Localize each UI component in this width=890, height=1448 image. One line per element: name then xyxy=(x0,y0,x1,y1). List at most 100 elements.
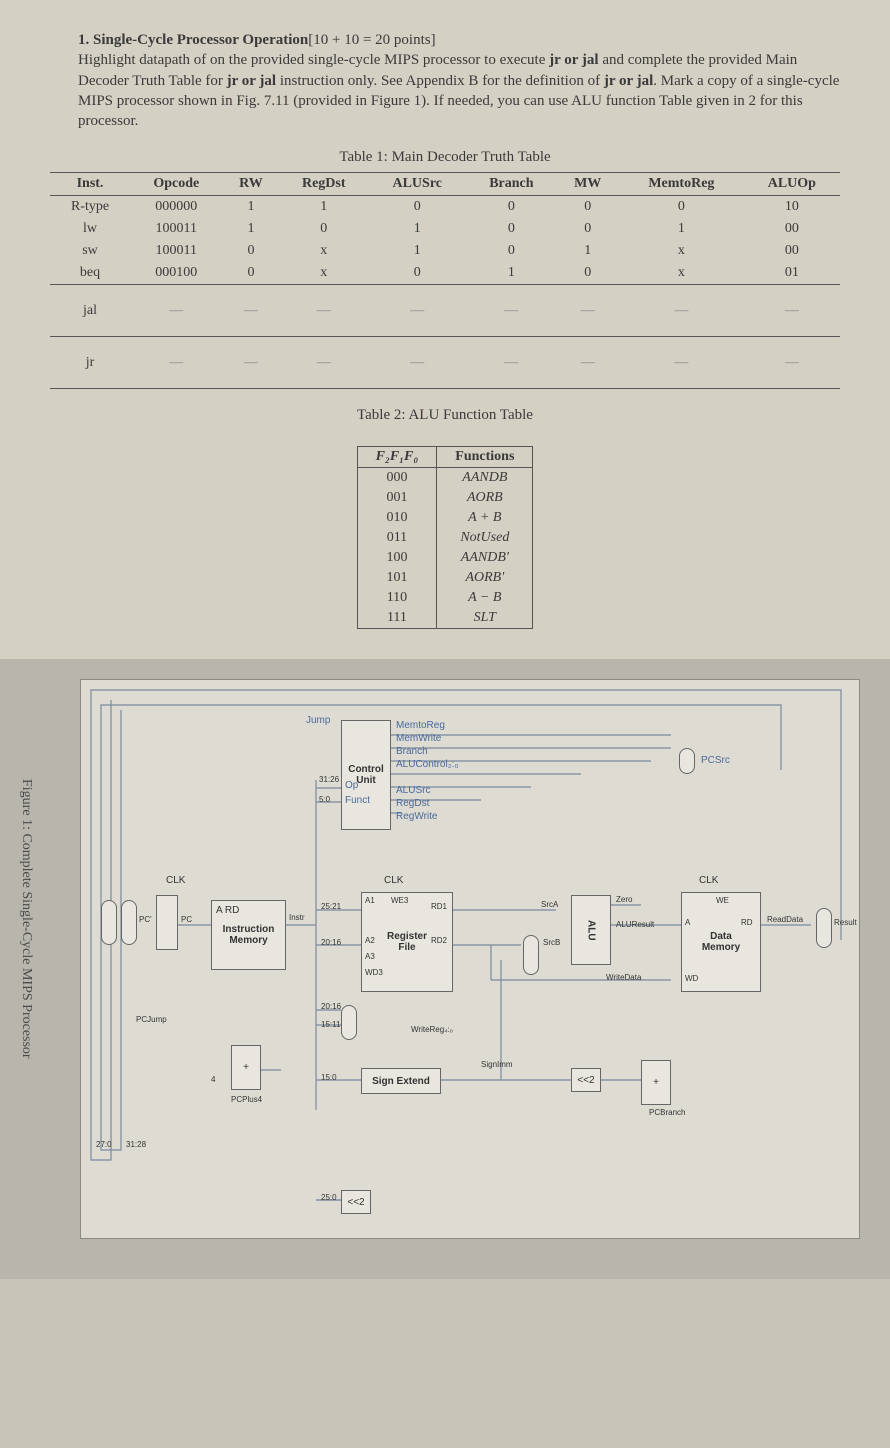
memtoreg-label: MemtoReg xyxy=(396,720,445,731)
table-cell: 100011 xyxy=(130,240,222,262)
wd3-label: WD3 xyxy=(365,968,383,977)
bits-label: 31:26 xyxy=(319,775,339,784)
table-cell: 0 xyxy=(279,218,368,240)
we-label: WE xyxy=(716,896,729,905)
regdst-label: RegDst xyxy=(396,798,429,809)
table-cell: — xyxy=(368,285,466,337)
figure-caption: Figure 1: Complete Single-Cycle MIPS Pro… xyxy=(18,779,34,1059)
bits-label: 27:0 xyxy=(96,1140,112,1149)
table-row: 110A − B xyxy=(357,588,533,608)
a-label: A xyxy=(685,918,690,927)
table-cell: — xyxy=(279,285,368,337)
table-cell: 00 xyxy=(744,218,840,240)
table-cell: 1 xyxy=(619,218,744,240)
memwrite-label: MemWrite xyxy=(396,733,441,744)
table-cell: jr xyxy=(50,337,130,389)
table-cell: — xyxy=(744,337,840,389)
mips-diagram: Control Unit Jump MemtoReg MemWrite Bran… xyxy=(80,679,860,1239)
pcplus4-adder: + xyxy=(231,1045,261,1090)
srca-label: SrcA xyxy=(541,900,558,909)
shift-left-block: <<2 xyxy=(571,1068,601,1092)
table-row: 111SLT xyxy=(357,608,533,629)
question-page: 1. Single-Cycle Processor Operation[10 +… xyxy=(0,0,890,659)
pcprime-label: PC' xyxy=(139,915,152,924)
readdata-label: ReadData xyxy=(767,915,803,924)
table-row: lw10001110100100 xyxy=(50,218,840,240)
table-cell: 01 xyxy=(744,262,840,285)
table-row: 000AANDB xyxy=(357,468,533,489)
text-bold: jr or jal xyxy=(604,73,653,89)
a3-label: A3 xyxy=(365,952,375,961)
result-mux xyxy=(816,908,832,948)
table-cell: x xyxy=(279,262,368,285)
we3-label: WE3 xyxy=(391,896,408,905)
instruction-memory-block: A RD Instruction Memory xyxy=(211,900,286,970)
table-row: 011NotUsed xyxy=(357,528,533,548)
pcsrc-and xyxy=(679,748,695,774)
col-header: Branch xyxy=(466,173,556,196)
table-cell: 1 xyxy=(466,262,556,285)
table-cell: 0 xyxy=(223,240,280,262)
table-cell: 0 xyxy=(223,262,280,285)
table-row-blank: jr———————— xyxy=(50,337,840,389)
table-cell: 0 xyxy=(466,240,556,262)
writedata-label: WriteData xyxy=(606,973,641,982)
table-cell: 10 xyxy=(744,196,840,219)
table-cell: 0 xyxy=(619,196,744,219)
bits-label: 25:0 xyxy=(321,1193,337,1202)
aluresult-label: ALUResult xyxy=(616,920,654,929)
four-label: 4 xyxy=(211,1075,215,1084)
table-cell: — xyxy=(279,337,368,389)
rd2-label: RD2 xyxy=(431,936,447,945)
table1-caption: Table 1: Main Decoder Truth Table xyxy=(50,149,840,166)
table-cell: 00 xyxy=(744,240,840,262)
table-cell: x xyxy=(279,240,368,262)
table-cell: 0 xyxy=(556,218,619,240)
table-row: 101AORB' xyxy=(357,568,533,588)
col-header: ALUOp xyxy=(744,173,840,196)
srcb-label: SrcB xyxy=(543,938,560,947)
alucontrol-label: ALUControl₂:₀ xyxy=(396,759,459,770)
table-cell: 111 xyxy=(357,608,437,629)
table-cell: AORB' xyxy=(437,568,533,588)
bits-label: 20:16 xyxy=(321,938,341,947)
rd-label: RD xyxy=(741,918,753,927)
rd1-label: RD1 xyxy=(431,902,447,911)
alusrc-label: ALUSrc xyxy=(396,785,430,796)
col-header: RW xyxy=(223,173,280,196)
pcbranch-adder: + xyxy=(641,1060,671,1105)
table-cell: — xyxy=(130,285,222,337)
table-cell: — xyxy=(744,285,840,337)
table-cell: 100011 xyxy=(130,218,222,240)
question-header: 1. Single-Cycle Processor Operation[10 +… xyxy=(78,30,840,50)
writereg-label: WriteReg₄:₀ xyxy=(411,1025,453,1034)
table-row: 001AORB xyxy=(357,488,533,508)
text: instruction only. See Appendix B for the… xyxy=(276,73,604,89)
table-cell: 110 xyxy=(357,588,437,608)
table-cell: NotUsed xyxy=(437,528,533,548)
table-cell: A − B xyxy=(437,588,533,608)
a1-label: A1 xyxy=(365,896,375,905)
col-header: MemtoReg xyxy=(619,173,744,196)
table2-caption: Table 2: ALU Function Table xyxy=(50,407,840,424)
control-unit-block: Control Unit xyxy=(341,720,391,830)
table-cell: AORB xyxy=(437,488,533,508)
table-cell: x xyxy=(619,240,744,262)
table-cell: 0 xyxy=(466,196,556,219)
bits-label: 31:28 xyxy=(126,1140,146,1149)
clk-label: CLK xyxy=(384,875,403,886)
funct-label: Funct xyxy=(345,795,370,806)
text-bold: jr or jal xyxy=(549,52,598,68)
text-bold: jr or jal xyxy=(227,73,276,89)
regwrite-label: RegWrite xyxy=(396,811,438,822)
pc-label: PC xyxy=(181,915,192,924)
zero-label: Zero xyxy=(616,895,632,904)
table-row: 010A + B xyxy=(357,508,533,528)
alu-table: F₂F₁F₀ Functions 000AANDB001AORB010A + B… xyxy=(357,446,534,629)
col-header: Functions xyxy=(437,447,533,468)
question-body: Highlight datapath of on the provided si… xyxy=(78,50,840,131)
alu-block: ALU xyxy=(571,895,611,965)
bits-label: 25:21 xyxy=(321,902,341,911)
wd-label: WD xyxy=(685,974,698,983)
table-cell: x xyxy=(619,262,744,285)
